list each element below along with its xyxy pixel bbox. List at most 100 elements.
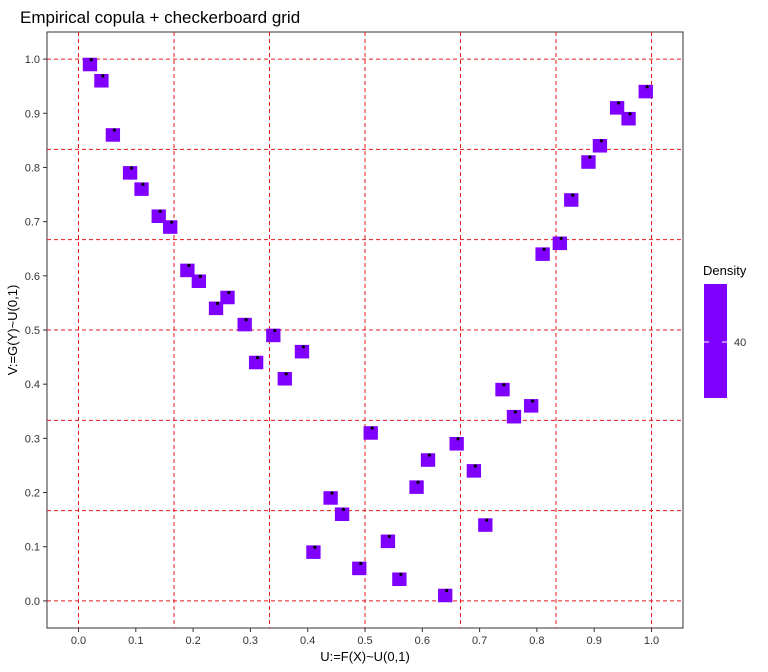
data-point — [645, 85, 649, 89]
data-point — [101, 74, 105, 78]
data-point — [284, 372, 288, 376]
data-point — [301, 345, 306, 349]
data-point — [616, 101, 621, 105]
density-tile — [524, 399, 539, 413]
density-tile — [409, 480, 424, 494]
density-tile — [380, 534, 396, 549]
y-axis-ticks: 0.0 0.1 0.2 0.3 0.4 0.5 0.6 0.7 0.8 0.9 1.0 — [25, 54, 47, 608]
data-point — [599, 139, 603, 143]
x-tick-label: 0.7 — [472, 635, 487, 647]
data-point — [530, 399, 535, 403]
density-tile — [438, 588, 453, 603]
density-tile — [323, 491, 338, 505]
data-point — [628, 112, 632, 116]
density-tile — [506, 409, 522, 424]
density-tile — [609, 101, 625, 115]
density-tile — [552, 236, 567, 251]
density-tile — [392, 572, 407, 587]
x-tick-label: 1.0 — [644, 635, 659, 647]
data-point — [112, 128, 116, 132]
density-tile — [581, 155, 596, 169]
x-tick-label: 0.4 — [300, 635, 315, 647]
data-point — [255, 356, 260, 360]
data-point — [456, 437, 460, 441]
data-point — [445, 589, 449, 593]
x-tick-label: 0.6 — [415, 635, 430, 647]
x-axis-ticks: 0.0 0.1 0.2 0.3 0.4 0.5 0.6 0.7 0.8 0.9 1.0 — [71, 628, 659, 647]
y-tick-label: 0.8 — [25, 162, 40, 174]
y-tick-label: 0.2 — [25, 488, 40, 500]
x-tick-label: 0.2 — [185, 635, 200, 647]
x-tick-label: 0.9 — [587, 635, 602, 647]
density-tile — [82, 57, 98, 72]
density-tile — [266, 328, 281, 343]
legend-label: 40 — [734, 337, 746, 349]
density-tile — [306, 545, 321, 559]
x-tick-label: 0.8 — [529, 635, 544, 647]
x-tick-label: 0.0 — [71, 635, 86, 647]
data-point — [89, 58, 94, 62]
data-point — [158, 209, 162, 213]
x-tick-label: 0.3 — [243, 635, 258, 647]
density-tile — [94, 73, 109, 88]
density-tile — [495, 382, 510, 397]
y-tick-label: 0.7 — [25, 217, 40, 229]
y-tick-label: 0.3 — [25, 433, 40, 445]
data-point — [129, 166, 134, 170]
y-tick-label: 0.6 — [25, 271, 40, 283]
x-tick-label: 0.1 — [128, 635, 143, 647]
legend: Density 40 — [703, 263, 747, 398]
density-tile — [208, 301, 224, 316]
density-tile — [248, 355, 264, 370]
density-tile — [621, 111, 636, 126]
density-tile — [122, 166, 138, 180]
density-tile — [134, 182, 149, 196]
density-tile — [105, 128, 121, 142]
y-tick-label: 0.0 — [25, 596, 40, 608]
data-point — [215, 301, 220, 306]
density-tile — [220, 290, 235, 305]
legend-title: Density — [703, 263, 747, 278]
data-points — [89, 58, 649, 593]
data-point — [198, 274, 202, 278]
density-tile — [294, 344, 310, 359]
x-axis-label: U:=F(X)~U(0,1) — [320, 649, 410, 664]
y-tick-label: 0.4 — [25, 379, 40, 391]
density-tile — [180, 263, 195, 278]
x-tick-label: 0.5 — [357, 635, 372, 647]
data-point — [542, 247, 546, 251]
density-tile — [191, 274, 206, 289]
checkerboard-grid — [47, 32, 683, 628]
data-point — [273, 328, 277, 333]
density-tile — [592, 139, 608, 153]
data-point — [244, 318, 248, 322]
data-point — [416, 480, 420, 484]
density-tile — [478, 518, 493, 532]
density-tile — [334, 507, 350, 521]
density-tile — [564, 193, 579, 207]
data-point — [170, 220, 174, 224]
data-point — [571, 193, 575, 197]
data-point — [141, 182, 145, 186]
y-tick-label: 0.9 — [25, 108, 40, 120]
legend-colorbar — [704, 284, 727, 398]
y-tick-label: 0.1 — [25, 542, 40, 554]
density-tile — [237, 317, 252, 332]
density-tile — [163, 220, 178, 234]
data-point — [359, 561, 363, 566]
y-tick-label: 0.5 — [25, 325, 40, 337]
data-point — [427, 453, 432, 457]
data-point — [227, 291, 231, 295]
density-tile — [277, 371, 292, 386]
data-point — [485, 518, 489, 522]
density-tiles — [82, 57, 653, 603]
data-point — [341, 507, 346, 511]
data-point — [559, 236, 563, 241]
data-point — [588, 155, 592, 159]
density-tile — [638, 84, 653, 99]
chart-title: Empirical copula + checkerboard grid — [20, 8, 300, 27]
data-point — [313, 545, 317, 549]
density-tile — [449, 437, 464, 451]
y-tick-label: 1.0 — [25, 54, 40, 66]
